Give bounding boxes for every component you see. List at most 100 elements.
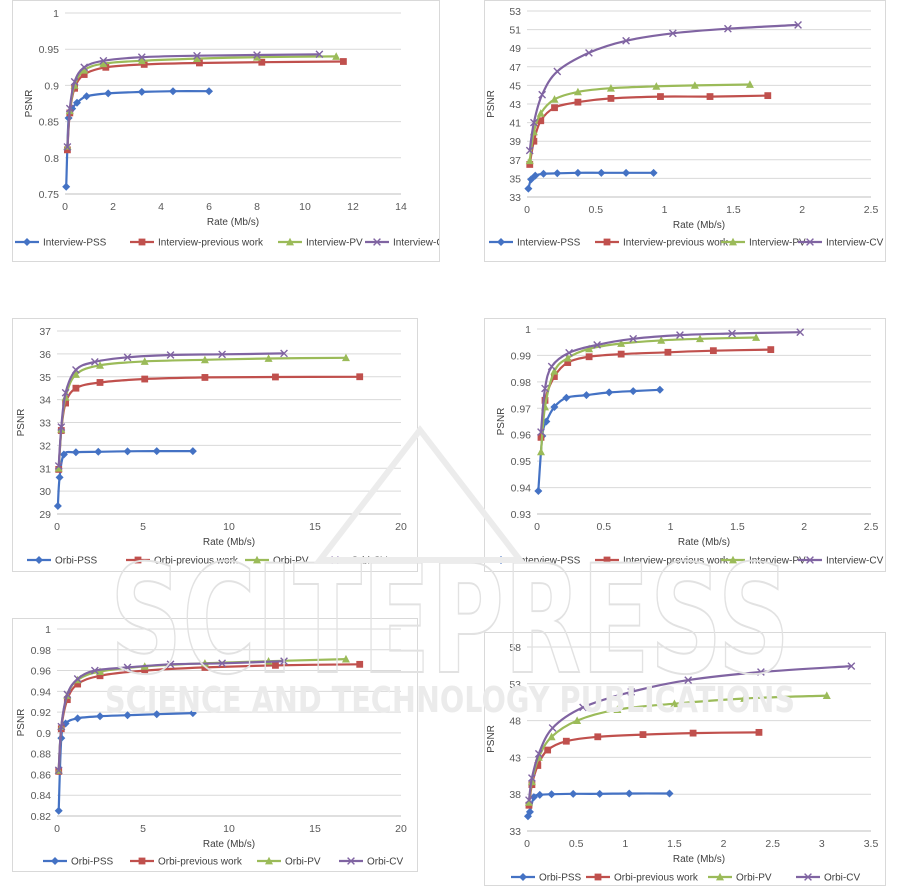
data-point — [639, 731, 647, 738]
data-point — [71, 448, 80, 457]
series-line — [539, 348, 771, 438]
legend-label: Interview-CV — [826, 556, 884, 567]
legend-label: Orbi-previous work — [614, 873, 699, 884]
y-tick-label: 0.75 — [39, 189, 60, 201]
x-tick-label: 10 — [223, 521, 235, 533]
data-point — [218, 350, 227, 359]
y-axis-title: PSNR — [16, 709, 27, 737]
data-point — [341, 654, 350, 663]
series-line — [65, 90, 210, 187]
data-point — [706, 93, 714, 100]
data-point — [137, 53, 146, 62]
x-tick-label: 0 — [534, 521, 540, 533]
y-tick-label: 0.94 — [31, 686, 52, 698]
data-point — [193, 51, 201, 60]
x-axis-title: Rate (Mb/s) — [207, 217, 259, 228]
y-tick-label: 0.92 — [31, 707, 52, 719]
data-point — [796, 328, 805, 337]
y-tick-label: 58 — [509, 642, 521, 654]
series-group — [525, 21, 802, 155]
data-point — [745, 80, 754, 88]
data-point — [629, 387, 638, 396]
y-tick-label: 0.98 — [31, 645, 52, 657]
data-point — [579, 703, 587, 712]
x-tick-label: 5 — [140, 823, 146, 835]
data-point — [524, 184, 533, 193]
legend-label: Interview-PSS — [517, 556, 581, 567]
legend-item: Orbi-PSS — [43, 857, 114, 868]
y-tick-label: 35 — [39, 372, 51, 384]
data-point — [280, 657, 288, 666]
data-point — [752, 333, 761, 341]
data-point — [63, 696, 71, 704]
data-point — [664, 348, 672, 356]
y-tick-label: 45 — [509, 80, 521, 92]
data-point — [822, 691, 831, 699]
data-point — [62, 399, 69, 407]
y-tick-label: 43 — [509, 99, 521, 111]
data-point — [627, 688, 636, 696]
data-point — [617, 350, 625, 358]
data-point — [547, 362, 556, 371]
data-point — [594, 733, 602, 741]
data-point — [94, 447, 103, 456]
data-point — [63, 690, 72, 699]
y-tick-label: 38 — [509, 789, 521, 801]
x-axis-title: Rate (Mb/s) — [673, 220, 725, 231]
data-point — [525, 796, 533, 804]
data-point — [524, 798, 533, 806]
y-tick-label: 1 — [45, 624, 51, 636]
x-axis-title: Rate (Mb/s) — [203, 839, 255, 850]
data-point — [200, 355, 209, 364]
legend-swatch-marker — [286, 237, 294, 246]
y-tick-label: 0.84 — [31, 790, 52, 802]
series-group — [54, 349, 288, 470]
data-point — [617, 339, 626, 347]
legend-label: Orbi-CV — [824, 873, 860, 884]
series-line — [527, 171, 654, 189]
y-tick-label: 0.94 — [511, 483, 532, 495]
data-point — [123, 663, 132, 672]
x-tick-label: 0.5 — [596, 521, 611, 533]
data-point — [625, 789, 634, 798]
y-tick-label: 47 — [509, 62, 521, 74]
data-point — [193, 54, 201, 63]
legend-label: Interview-PSS — [517, 238, 581, 249]
y-tick-label: 29 — [39, 509, 51, 521]
data-point — [80, 63, 89, 72]
x-tick-label: 2 — [721, 838, 727, 850]
data-point — [548, 724, 557, 732]
data-point — [137, 87, 146, 96]
y-tick-label: 0.98 — [511, 377, 532, 389]
data-point — [525, 146, 534, 155]
data-point — [569, 789, 578, 798]
data-point — [595, 789, 604, 798]
legend-swatch-marker — [265, 856, 273, 865]
data-point — [96, 672, 104, 680]
data-point — [68, 104, 77, 113]
data-point — [607, 95, 615, 102]
legend-label: Interview-previous work — [623, 238, 729, 249]
legend-item: Orbi-CV — [323, 556, 387, 567]
data-point — [71, 370, 80, 378]
data-point — [166, 351, 175, 359]
data-point — [537, 428, 545, 436]
y-tick-label: 0.9 — [44, 80, 59, 92]
y-tick-label: 31 — [39, 463, 51, 475]
series-line — [57, 352, 285, 467]
y-tick-label: 53 — [509, 679, 521, 691]
data-point — [550, 373, 558, 380]
data-point — [272, 661, 279, 669]
legend-label: Interview-CV — [826, 238, 884, 249]
legend-item: Interview-previous work — [595, 556, 729, 567]
data-point — [550, 367, 559, 375]
data-point — [534, 762, 542, 769]
x-tick-label: 2.5 — [864, 204, 879, 216]
legend-item: Orbi-PSS — [511, 873, 582, 884]
chart-svg-4: 0.93 0.94 0.95 0.96 0.97 0.98 0.99 1 0 0.5 1 1.5 2 2.… — [489, 324, 884, 567]
y-tick-label: 0.82 — [31, 811, 52, 823]
chart-panel-6: 33 38 43 48 53 58 0 0.5 1 1.5 2 2.5 3 3.5 Rate (Mb/s) P… — [484, 632, 886, 886]
y-tick-label: 37 — [39, 326, 51, 338]
data-point — [541, 384, 549, 393]
